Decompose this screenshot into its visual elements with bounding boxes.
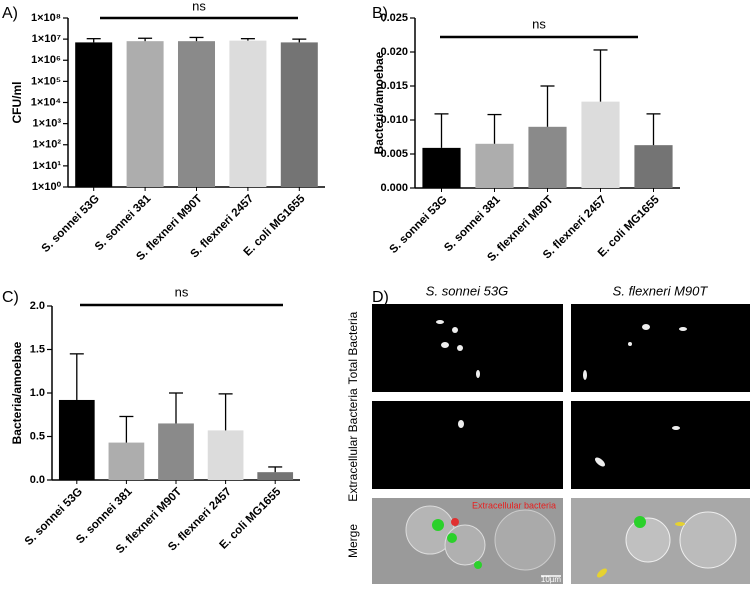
row-label: Extracellular Bacteria [346,388,360,502]
annotation: ns [175,284,189,299]
panel-label: C) [2,289,19,306]
annotation: ns [192,0,206,13]
cells [405,505,737,578]
column-title: S. flexneri M90T [613,283,709,298]
image [571,304,750,392]
bar [108,442,145,480]
image [372,304,563,392]
panel-d: D) S. sonnei 53G S. flexneri M90T Extrac… [346,283,750,584]
row-label: Total Bacteria [346,311,360,384]
y-tick-label: 1×10⁰ [32,181,62,193]
y-tick-label: 2.0 [30,300,45,312]
bar [528,126,567,188]
image [372,401,563,489]
annotation: ns [532,16,546,31]
y-tick-label: 0.010 [380,114,408,126]
y-tick-label: 0.005 [380,148,408,160]
y-tick-label: 0.015 [380,80,408,92]
bar [280,42,318,187]
bar [158,423,194,480]
y-tick-label: 1×10⁷ [32,33,62,45]
bar [177,41,216,187]
bacteria-spots [436,320,687,467]
y-tick-label: 1×10³ [33,118,62,130]
x-tick-label: S. sonnei 381 [442,193,503,254]
y-tick-label: 0.025 [380,12,408,24]
y-tick-label: 0.000 [380,182,408,194]
y-tick-label: 1×10⁵ [31,75,61,87]
y-tick-label: 1×10⁶ [31,54,61,66]
bar [422,147,461,188]
overlay-label: Extracellular bacteria [472,500,556,510]
bar [229,40,267,187]
bar [207,430,244,480]
bar [634,145,673,188]
row-label: Merge [346,524,360,558]
y-tick-label: 0.0 [30,474,45,486]
bar [126,41,164,187]
panel-label: A) [2,5,18,22]
y-axis-label: Bacteria/amoebae [10,341,24,444]
scale-bar-label: 10µm [541,575,562,584]
y-tick-label: 1×10⁴ [31,96,61,108]
y-tick-label: 1×10² [33,139,62,151]
panel-label: D) [372,289,389,306]
bar [581,101,620,188]
y-tick-label: 1.0 [30,387,45,399]
bar [257,472,294,480]
bar [475,143,514,188]
y-tick-label: 0.020 [380,46,408,58]
y-tick-label: 1×10⁸ [31,12,61,24]
panel-label: B) [372,5,388,22]
y-tick-label: 1×10¹ [33,160,62,172]
y-tick-label: 0.5 [30,430,45,442]
y-axis-label: Bacteria/amoebae [372,51,386,154]
bar [58,399,95,480]
y-tick-label: 1.5 [30,343,45,355]
column-title: S. sonnei 53G [426,283,508,298]
x-tick-label: S. sonnei 53G [387,194,449,256]
image [571,401,750,489]
y-axis-label: CFU/ml [10,82,24,124]
bar [75,42,113,187]
